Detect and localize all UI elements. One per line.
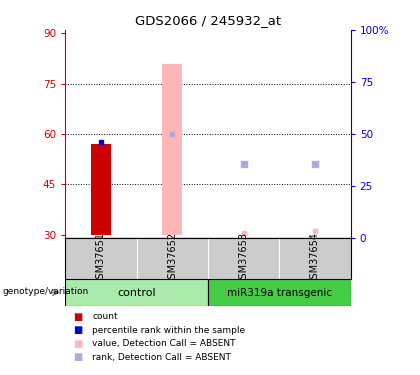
Text: count: count bbox=[92, 312, 118, 321]
Text: GSM37652: GSM37652 bbox=[167, 232, 177, 285]
Bar bbox=[91, 144, 111, 235]
Text: GSM37653: GSM37653 bbox=[239, 232, 249, 285]
Text: ■: ■ bbox=[74, 352, 83, 362]
Text: ■: ■ bbox=[74, 326, 83, 335]
Text: genotype/variation: genotype/variation bbox=[2, 287, 88, 296]
Text: rank, Detection Call = ABSENT: rank, Detection Call = ABSENT bbox=[92, 353, 231, 362]
Text: ■: ■ bbox=[74, 339, 83, 349]
Text: GSM37654: GSM37654 bbox=[310, 232, 320, 285]
Text: ■: ■ bbox=[74, 312, 83, 322]
Text: control: control bbox=[117, 288, 156, 297]
Text: value, Detection Call = ABSENT: value, Detection Call = ABSENT bbox=[92, 339, 236, 348]
Text: miR319a transgenic: miR319a transgenic bbox=[227, 288, 332, 297]
Bar bbox=[162, 64, 182, 235]
Bar bbox=[208, 279, 351, 306]
Title: GDS2066 / 245932_at: GDS2066 / 245932_at bbox=[135, 15, 281, 27]
Text: percentile rank within the sample: percentile rank within the sample bbox=[92, 326, 246, 335]
Text: GSM37651: GSM37651 bbox=[96, 232, 106, 285]
Bar bbox=[65, 279, 208, 306]
